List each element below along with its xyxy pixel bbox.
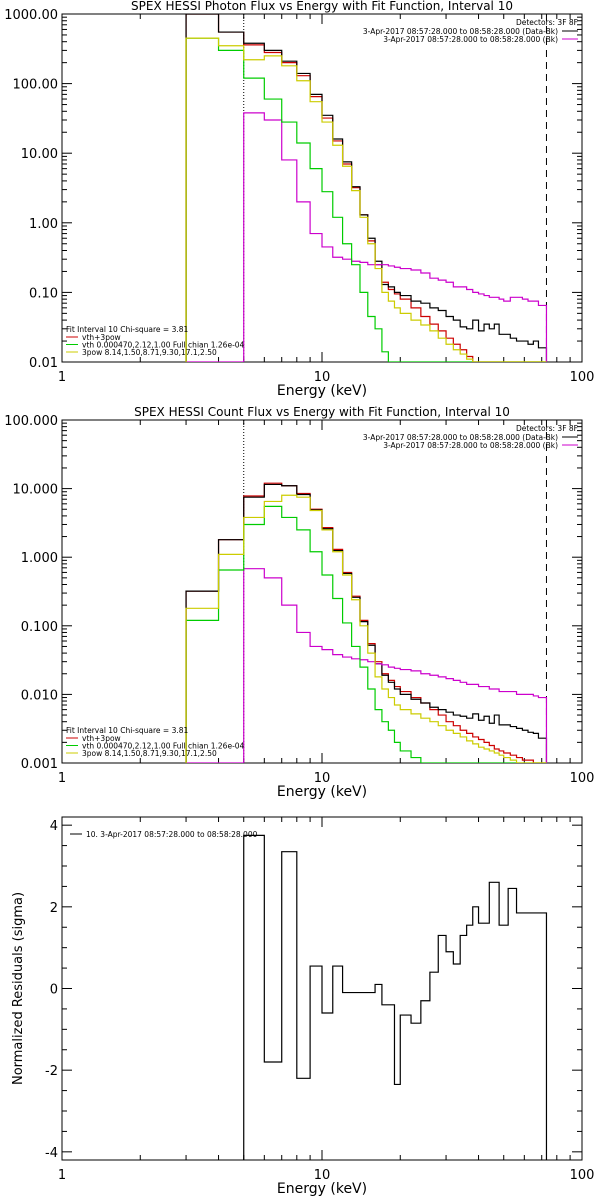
x-tick-label: 1 xyxy=(58,771,66,786)
legend-entry-label: 3pow 8.14,1.50,8.71,9.30,17.1,2.50 xyxy=(82,348,217,357)
series-line-0 xyxy=(185,14,547,362)
legend-entry-label: 3-Apr-2017 08:57:28.000 to 08:58:28.000 … xyxy=(383,441,558,450)
y-tick-label: 1000.00 xyxy=(4,8,58,23)
x-tick-label: 100 xyxy=(570,771,595,786)
y-axis-label: Normalized Residuals (sigma) xyxy=(11,892,26,1085)
legend-header: Fit Interval 10 Chi-square = 3.81 xyxy=(66,726,189,735)
plot-frame xyxy=(61,419,583,764)
series-line-1 xyxy=(185,483,548,763)
x-tick-label: 10 xyxy=(314,370,331,385)
series-line-2 xyxy=(186,112,548,362)
x-axis-label: Energy (keV) xyxy=(277,784,367,800)
y-tick-label: 100.00 xyxy=(13,78,59,93)
x-tick-label: 10 xyxy=(314,1168,331,1183)
y-tick-label: 10.000 xyxy=(13,483,59,498)
x-tick-label: 10 xyxy=(314,771,331,786)
legend-entry-label: vth+3pow xyxy=(82,333,121,342)
y-tick-label: -4 xyxy=(45,1146,58,1161)
legend-entry-label: 3-Apr-2017 08:57:28.000 to 08:58:28.000 … xyxy=(383,35,558,44)
series-line-4 xyxy=(185,494,547,763)
legend-entry-label: vth+3pow xyxy=(82,734,121,743)
y-tick-label: -2 xyxy=(45,1064,58,1079)
x-axis-label: Energy (keV) xyxy=(277,1181,367,1197)
chart-title: SPEX HESSI Photon Flux vs Energy with Fi… xyxy=(131,0,513,13)
legend-entry-label: 3pow 8.14,1.50,8.71,9.30,17.1,2.50 xyxy=(82,749,217,758)
x-tick-label: 100 xyxy=(570,370,595,385)
legend-entry-label: 3-Apr-2017 08:57:28.000 to 08:58:28.000 … xyxy=(363,27,558,36)
series-line-3 xyxy=(185,37,547,362)
y-tick-label: 100.000 xyxy=(4,414,58,429)
y-tick-label: 0.010 xyxy=(21,688,58,703)
x-tick-label: 100 xyxy=(570,1168,595,1183)
y-tick-label: 0 xyxy=(50,983,58,998)
y-tick-label: 0.100 xyxy=(21,620,58,635)
series-line-3 xyxy=(185,505,547,763)
y-tick-label: 0.001 xyxy=(21,757,58,772)
series-line-2 xyxy=(186,568,548,763)
legend-header: Fit Interval 10 Chi-square = 3.81 xyxy=(66,325,189,334)
y-tick-label: 4 xyxy=(50,819,58,834)
chart-title: SPEX HESSI Count Flux vs Energy with Fit… xyxy=(134,405,510,419)
series-line-0 xyxy=(185,482,547,763)
legend-entry-label: vth 0.000470,2.12,1.00 Full chian 1.26e-… xyxy=(82,742,245,751)
y-tick-label: 0.01 xyxy=(29,356,58,371)
legend-entry-label: vth 0.000470,2.12,1.00 Full chian 1.26e-… xyxy=(82,341,245,350)
y-tick-label: 10.00 xyxy=(21,147,58,162)
legend-entry-label: 3-Apr-2017 08:57:28.000 to 08:58:28.000 … xyxy=(363,433,558,442)
y-tick-label: 2 xyxy=(50,901,58,916)
x-tick-label: 1 xyxy=(58,1168,66,1183)
series-line-4 xyxy=(185,37,547,362)
y-tick-label: 0.10 xyxy=(29,286,58,301)
legend-header: Detectors: 3F 8F xyxy=(516,424,578,433)
x-tick-label: 1 xyxy=(58,370,66,385)
y-tick-label: 1.000 xyxy=(21,551,58,566)
legend-entry-label: 10. 3-Apr-2017 08:57:28.000 to 08:58:28.… xyxy=(86,830,258,839)
legend-header: Detectors: 3F 8F xyxy=(516,18,578,27)
series-line-1 xyxy=(185,14,548,362)
x-axis-label: Energy (keV) xyxy=(277,383,367,399)
series-line-0 xyxy=(243,834,548,1160)
y-tick-label: 1.00 xyxy=(29,217,58,232)
